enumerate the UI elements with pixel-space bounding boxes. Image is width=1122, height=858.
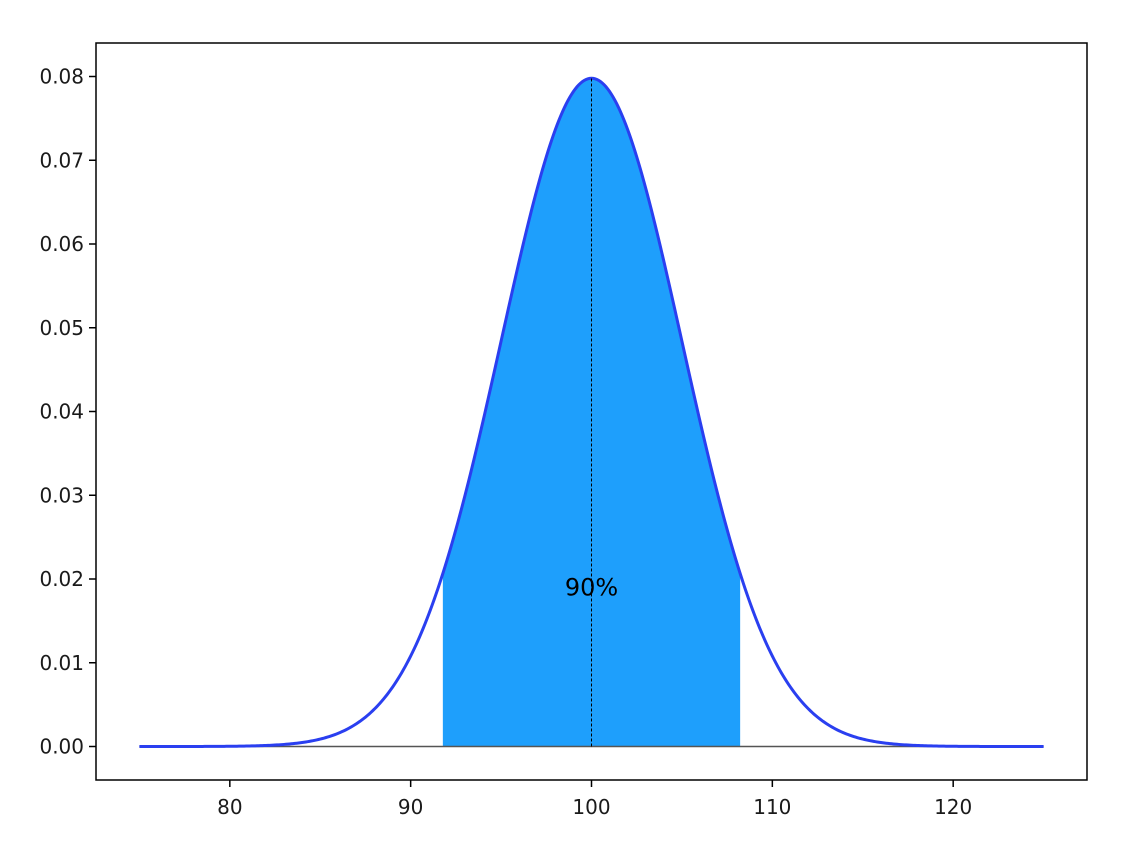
- density-curve: [139, 76, 1044, 748]
- x-tick-label: 90: [398, 795, 423, 819]
- x-tick-label: 110: [753, 795, 791, 819]
- y-tick-label: 0.03: [39, 483, 84, 507]
- y-tick-label: 0.04: [39, 400, 84, 424]
- y-tick-label: 0.01: [39, 651, 84, 675]
- y-tick-label: 0.06: [39, 232, 84, 256]
- y-tick-label: 0.05: [39, 316, 84, 340]
- x-tick-label: 80: [217, 795, 242, 819]
- x-tick-label: 120: [934, 795, 972, 819]
- y-axis: 0.00 0.01 0.02 0.03 0.04 0.05 0.06 0.07 0.08: [39, 65, 96, 759]
- x-tick-label: 100: [572, 795, 610, 819]
- y-tick-label: 0.00: [39, 735, 84, 759]
- percent-annotation: 90%: [565, 573, 618, 601]
- y-tick-label: 0.08: [39, 65, 84, 89]
- shaded-interval-area: [442, 78, 741, 747]
- y-tick-label: 0.07: [39, 148, 84, 172]
- x-axis: 80 90 100 110 120: [217, 780, 972, 819]
- plot-area: 90%: [139, 76, 1044, 748]
- y-tick-label: 0.02: [39, 567, 84, 591]
